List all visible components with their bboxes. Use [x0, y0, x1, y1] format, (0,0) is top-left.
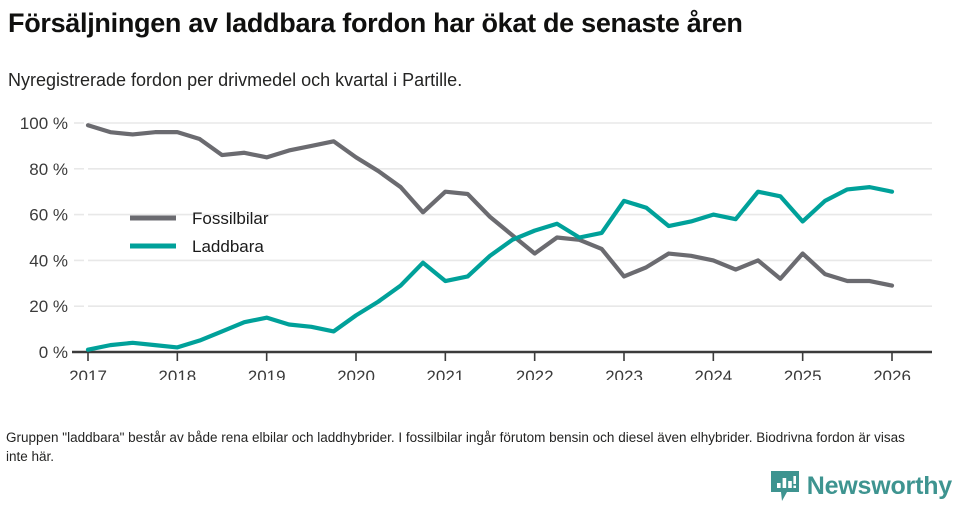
x-axis-tick-label: 2017: [69, 367, 107, 380]
y-axis-tick-label: 100 %: [20, 114, 68, 133]
chart-footnote: Gruppen "laddbara" består av både rena e…: [6, 430, 905, 464]
x-axis-tick-label: 2021: [426, 367, 464, 380]
y-axis-tick-label: 80 %: [29, 160, 68, 179]
legend-label: Laddbara: [192, 237, 264, 256]
y-axis-tick-labels: 0 % 20 % 40 % 60 % 80 % 100 %: [20, 114, 68, 362]
x-axis-tick-label: 2023: [605, 367, 643, 380]
chart-subtitle: Nyregistrerade fordon per drivmedel och …: [8, 70, 463, 90]
x-axis-tick-label: 2022: [516, 367, 554, 380]
series-line-laddbara: [85, 185, 895, 352]
chart-plot-area: 0 % 20 % 40 % 60 % 80 % 100 % 2017 2018 2019 202…: [0, 105, 960, 380]
brand-name-label: Newsworthy: [806, 471, 952, 500]
x-axis-ticks: [87, 352, 893, 361]
x-axis-tick-label: 2026: [873, 367, 911, 380]
y-axis-tick-label: 0 %: [39, 343, 68, 362]
y-axis-tick-label: 60 %: [29, 206, 68, 225]
chart-gridlines: [74, 122, 932, 307]
chart-series-lines: [85, 123, 895, 352]
x-axis-tick-labels: 2017 2018 2019 2020 2021 2022 2023 2024 2025 2026: [69, 367, 911, 380]
x-axis-tick-label: 2025: [784, 367, 822, 380]
series-line-fossilbilar: [85, 123, 895, 288]
newsworthy-brand: Newsworthy: [770, 470, 952, 502]
line-chart: 0 % 20 % 40 % 60 % 80 % 100 % 2017 2018 2019 202…: [20, 114, 932, 380]
legend-label: Fossilbilar: [192, 209, 269, 228]
y-axis-tick-label: 40 %: [29, 251, 68, 270]
y-axis-tick-label: 20 %: [29, 297, 68, 316]
page-title: Försäljningen av laddbara fordon har öka…: [8, 8, 743, 38]
newsworthy-bar-chart-bubble-icon: [770, 470, 800, 502]
chart-legend: Fossilbilar Laddbara: [130, 209, 269, 256]
x-axis-tick-label: 2018: [158, 367, 196, 380]
x-axis-tick-label: 2019: [248, 367, 286, 380]
x-axis-tick-label: 2024: [694, 367, 732, 380]
x-axis-tick-label: 2020: [337, 367, 375, 380]
